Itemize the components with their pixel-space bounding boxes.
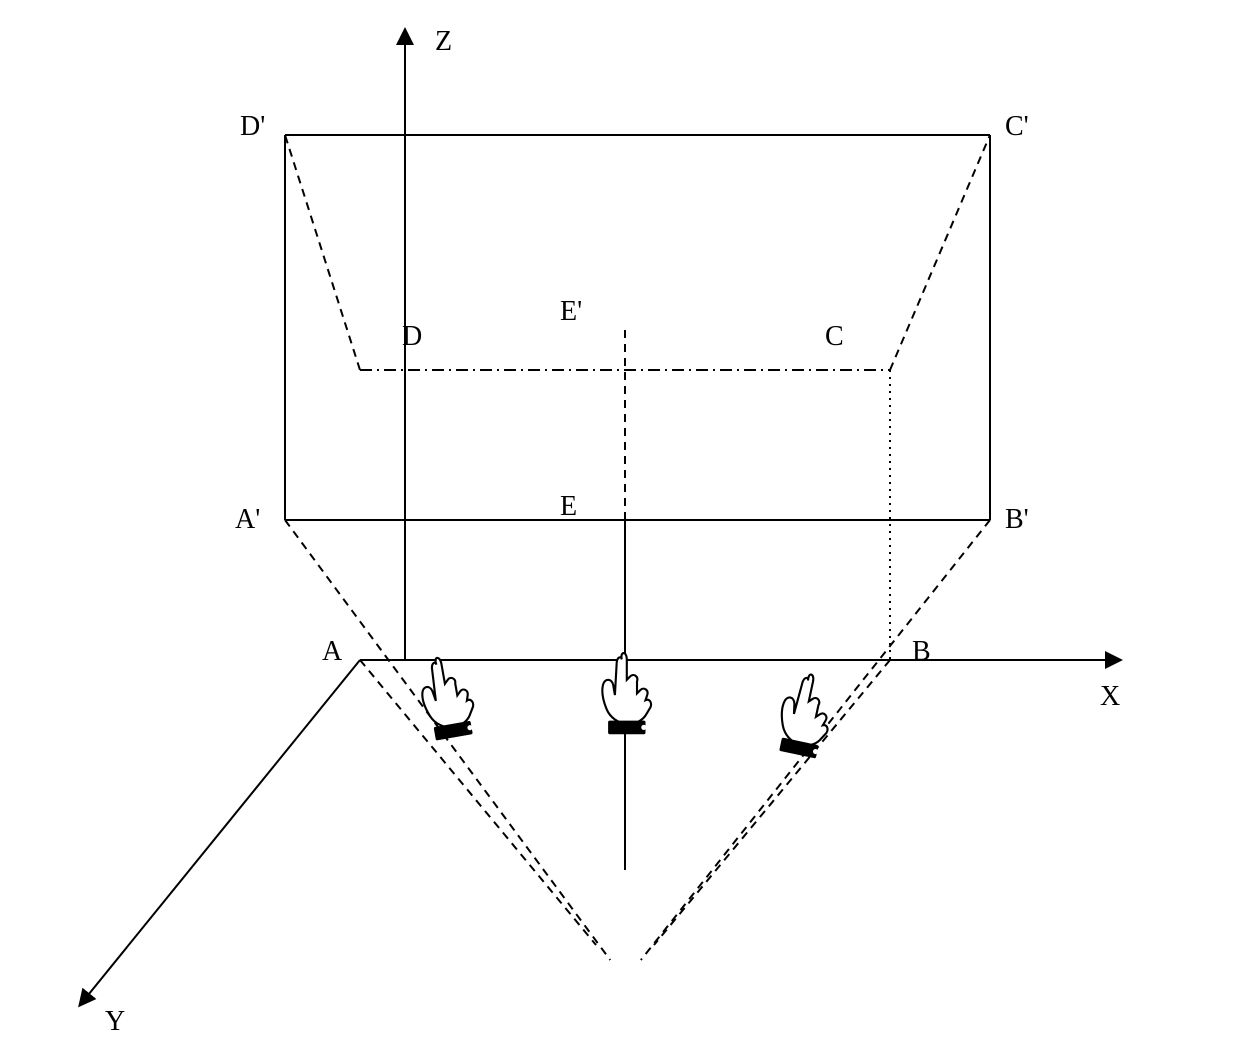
label-e: E — [560, 491, 577, 523]
conn-c-cprime — [890, 135, 990, 370]
conn-d-dprime — [285, 135, 360, 370]
label-c: C — [825, 321, 844, 353]
label-axis-z: Z — [435, 26, 452, 58]
label-b: B — [912, 636, 931, 668]
label-a: A — [322, 636, 342, 668]
axis-y — [80, 660, 360, 1005]
ray-a — [360, 660, 596, 945]
pointing-hand-icon — [602, 653, 651, 734]
label-c-prime: C' — [1005, 111, 1029, 143]
label-e-prime: E' — [560, 296, 582, 328]
label-b-prime: B' — [1005, 504, 1029, 536]
ray-b — [654, 660, 890, 945]
pointing-hand-icon — [774, 670, 839, 760]
label-a-prime: A' — [235, 504, 260, 536]
label-d-prime: D' — [240, 111, 265, 143]
label-axis-y: Y — [105, 1006, 125, 1038]
projection-diagram — [0, 0, 1240, 1062]
pointing-hand-icon — [416, 653, 478, 741]
label-d: D — [402, 321, 422, 353]
ray-aprime — [285, 520, 610, 960]
label-axis-x: X — [1100, 681, 1120, 713]
